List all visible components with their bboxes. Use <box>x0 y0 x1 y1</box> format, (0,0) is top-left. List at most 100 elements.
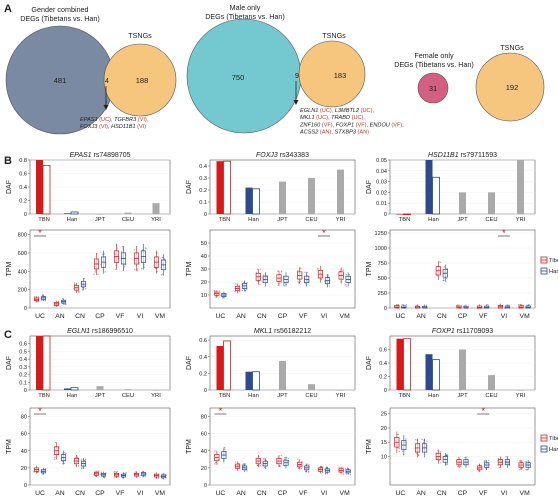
venn-title: Female only <box>414 51 454 60</box>
x-tick-label: UC <box>215 490 225 497</box>
data-point <box>78 290 80 293</box>
chart-title-snp: rs11709093 <box>455 328 494 335</box>
data-point <box>84 459 86 462</box>
x-tick-label: Han <box>67 217 78 223</box>
data-point <box>263 466 266 469</box>
y-tick-label: 40 <box>21 449 27 455</box>
daf-bar <box>124 212 132 214</box>
venn-title: DEGs (Tibetans vs. Han) <box>20 14 100 23</box>
venn-gene-segment: (VF), <box>356 122 370 128</box>
data-point <box>440 462 442 464</box>
daf-bar-outline <box>42 335 51 391</box>
daf-bar <box>96 214 104 215</box>
daf-chart-EGLN1: 0 0.10.2 0.3 0.4 0.50.6 DAF EGLN1 rs186996510 T… <box>6 328 171 399</box>
data-point <box>464 456 466 459</box>
daf-bar <box>152 390 160 391</box>
data-point <box>483 461 485 463</box>
y-tick-label: 0.01 <box>376 201 387 207</box>
x-tick-label: CN <box>75 313 85 320</box>
data-point <box>287 457 290 460</box>
chart-title: FOXP1 rs11709093 <box>432 328 493 335</box>
data-point <box>304 470 307 473</box>
data-point <box>305 471 307 473</box>
x-tick-label: YRI <box>516 217 526 223</box>
x-tick-label: Han <box>67 393 78 399</box>
y-tick-label: 20 <box>21 466 27 472</box>
data-point <box>74 283 76 286</box>
data-point <box>61 298 64 300</box>
data-point <box>446 453 448 456</box>
data-point <box>33 296 36 298</box>
x-tick-label: CP <box>278 313 288 320</box>
data-point <box>415 304 418 306</box>
x-tick-label: AN <box>236 490 246 497</box>
data-point <box>457 465 459 468</box>
y-axis-label: TPM <box>186 439 193 454</box>
data-point <box>223 446 226 449</box>
venn-tsng-count: 192 <box>506 83 519 92</box>
daf-bar <box>36 336 43 390</box>
data-point <box>142 476 144 478</box>
data-point <box>256 268 259 270</box>
data-point <box>345 473 348 475</box>
x-tick-label: VI <box>321 313 328 320</box>
x-tick-label: CEU <box>485 393 497 399</box>
y-axis-label: DAF <box>6 180 13 194</box>
y-axis-label: TPM <box>186 261 193 276</box>
y-tick-label: 0.4 <box>379 361 387 367</box>
data-point <box>436 275 439 277</box>
y-tick-label: 0 <box>24 483 27 489</box>
venn-title: Gender combined <box>31 5 88 14</box>
data-point <box>505 304 507 307</box>
panel-label-C: C <box>4 329 12 341</box>
venn-title: Male only <box>230 3 261 12</box>
data-point <box>477 470 480 472</box>
data-point <box>80 467 83 470</box>
y-tick-label: 500 <box>378 276 387 282</box>
x-tick-label: CN <box>437 490 447 497</box>
data-point <box>113 471 115 473</box>
x-tick-label: CEU <box>305 217 317 223</box>
data-point <box>456 304 458 306</box>
panel-label-A: A <box>4 3 12 15</box>
data-point <box>64 303 66 305</box>
data-point <box>345 273 347 276</box>
x-tick-label: CEU <box>485 217 497 223</box>
plot-frame <box>29 229 171 309</box>
y-tick-label: 80 <box>21 415 27 421</box>
daf-bar <box>245 187 253 214</box>
y-tick-label: 0.04 <box>376 169 387 175</box>
data-point <box>114 268 117 271</box>
data-point <box>117 476 119 478</box>
x-tick-label: JPT <box>457 217 468 223</box>
chart-title-gene: EPAS1 <box>70 152 92 159</box>
y-tick-label: 0.8 <box>19 158 27 164</box>
data-point <box>425 304 428 307</box>
data-point <box>64 451 66 454</box>
x-tick-label: JPT <box>277 217 288 223</box>
x-tick-label: CN <box>257 313 267 320</box>
y-tick-label: 0.2 <box>19 373 27 379</box>
data-point <box>143 266 146 268</box>
data-point <box>317 268 319 271</box>
x-tick-label: VM <box>155 313 166 320</box>
y-tick-label: 40 <box>201 449 207 455</box>
chart-title-gene: FOXP1 <box>432 328 455 335</box>
data-point <box>77 465 80 467</box>
data-point <box>307 470 310 473</box>
data-point <box>121 245 124 248</box>
data-point <box>61 460 64 463</box>
venn-tsng-label: TSNGs <box>500 43 524 52</box>
data-point <box>398 447 400 450</box>
x-tick-label: TBN <box>219 393 231 399</box>
data-point <box>213 290 216 293</box>
data-point <box>215 461 217 464</box>
data-point <box>283 458 286 460</box>
data-point <box>446 463 449 466</box>
data-point <box>307 471 310 473</box>
data-point <box>327 274 329 276</box>
data-point <box>422 441 425 444</box>
y-tick-label: 50 <box>201 241 207 247</box>
data-point <box>446 277 448 280</box>
plot-frame <box>209 407 356 486</box>
